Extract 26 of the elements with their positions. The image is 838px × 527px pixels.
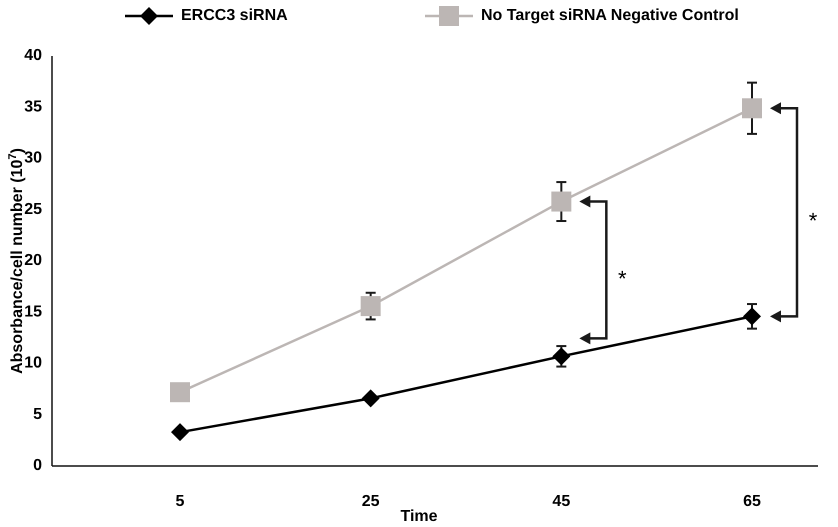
point bbox=[743, 307, 761, 326]
point bbox=[362, 389, 380, 408]
y-tick-label: 15 bbox=[24, 303, 42, 320]
annotation: * bbox=[808, 208, 818, 234]
point bbox=[171, 423, 189, 442]
x-tick-label: 45 bbox=[552, 493, 570, 510]
y-tick-label: 40 bbox=[24, 47, 42, 64]
y-tick-label: 30 bbox=[24, 150, 42, 167]
y-tick-label: 0 bbox=[33, 457, 42, 474]
point bbox=[552, 347, 570, 366]
y-tick-label: 25 bbox=[24, 200, 42, 218]
legend-label: ERCC3 siRNA bbox=[181, 7, 288, 24]
point bbox=[360, 296, 381, 316]
legend-label: No Target siRNA Negative Control bbox=[481, 7, 739, 24]
x-tick-label: 65 bbox=[743, 493, 761, 510]
x-tick-label: 25 bbox=[362, 493, 380, 510]
y-tick-label: 20 bbox=[24, 252, 42, 270]
x-axis-title: Time bbox=[400, 508, 438, 525]
y-tick-label: 35 bbox=[24, 98, 42, 116]
y-tick-label: 5 bbox=[33, 406, 42, 423]
point bbox=[551, 192, 572, 212]
y-tick-label: 10 bbox=[24, 354, 42, 372]
x-tick-label: 5 bbox=[176, 493, 185, 510]
point bbox=[742, 98, 762, 118]
point bbox=[170, 382, 190, 402]
annotation: * bbox=[618, 266, 628, 291]
